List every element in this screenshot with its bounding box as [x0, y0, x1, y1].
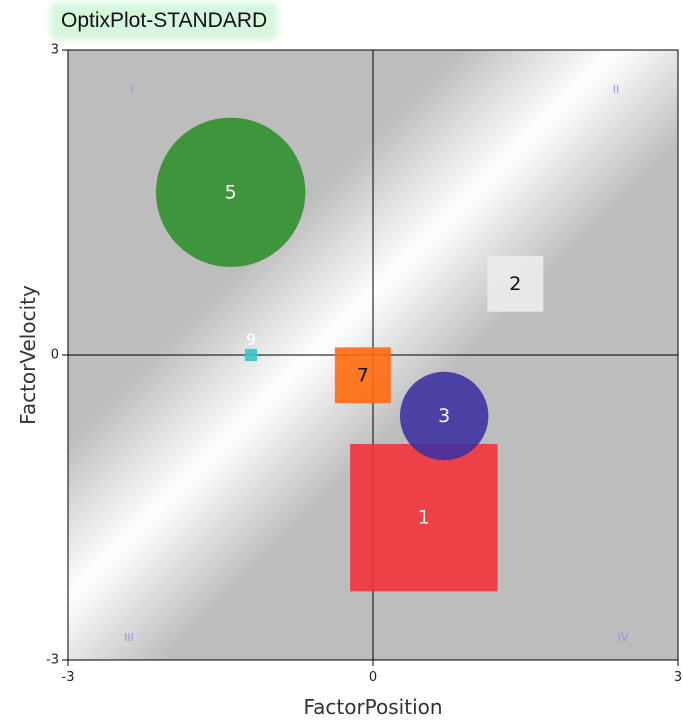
axes: -3 0 3 3 0 -3: [46, 43, 682, 686]
point-2: 2: [487, 255, 544, 312]
point-label: 5: [225, 181, 237, 203]
x-tick-label: 3: [674, 670, 682, 685]
point-label: 1: [418, 507, 430, 529]
y-tick-label: 3: [51, 43, 59, 58]
point-marker: [350, 443, 498, 592]
point-5: 5: [155, 117, 306, 268]
x-tick-label: 0: [369, 670, 377, 685]
y-tick-label: 0: [51, 348, 59, 363]
point-marker: [334, 347, 391, 404]
point-marker: [244, 348, 258, 362]
point-label: 2: [509, 273, 521, 295]
point-9: 9: [244, 330, 258, 362]
app-title: OptixPlot-STANDARD: [54, 6, 275, 36]
y-axis-title: FactorVelocity: [16, 285, 40, 425]
quadrant-label-3: III: [124, 631, 134, 644]
point-marker: [487, 255, 544, 312]
point-label: 9: [246, 330, 256, 349]
point-label: 7: [357, 364, 369, 386]
point-1: 1: [350, 443, 498, 592]
y-tick-label: -3: [46, 653, 59, 668]
data-points: 1 2 3 5 7 9: [155, 117, 544, 592]
x-axis-title: FactorPosition: [303, 695, 442, 719]
point-marker: [155, 117, 306, 268]
point-marker: [399, 371, 489, 461]
x-tick-label: -3: [62, 670, 75, 685]
quadrant-label-1: I: [130, 83, 133, 96]
quadrant-label-2: II: [613, 83, 620, 96]
point-7: 7: [334, 347, 391, 404]
quadrant-label-4: IV: [618, 631, 629, 644]
point-label: 3: [438, 405, 450, 427]
point-3: 3: [399, 371, 489, 461]
